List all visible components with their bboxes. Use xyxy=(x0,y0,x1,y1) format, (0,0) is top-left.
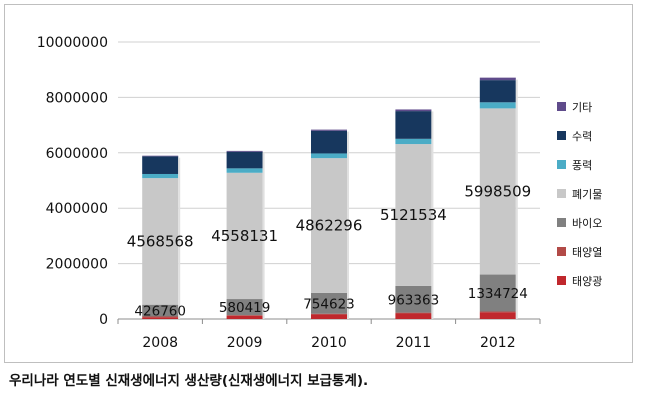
data-label: 5121534 xyxy=(380,206,447,224)
bar-segment xyxy=(479,80,516,103)
data-label: 754623 xyxy=(303,296,355,312)
bar-segment xyxy=(226,168,263,173)
chart-frame: 0 2000000 4000000 6000000 8000000 10000000 200… xyxy=(4,4,633,363)
bar-segment xyxy=(226,315,263,316)
bar-shadow xyxy=(262,152,265,319)
bar-segment xyxy=(395,138,432,145)
bar-shadow xyxy=(515,79,518,319)
legend-swatch xyxy=(557,102,566,111)
data-label: 4862296 xyxy=(296,216,363,234)
x-tick-label: 2009 xyxy=(227,335,263,351)
legend-swatch xyxy=(557,247,566,256)
legend-swatch xyxy=(557,276,566,285)
bar-segment xyxy=(142,316,179,318)
bar-segment xyxy=(226,150,263,152)
bar-segment xyxy=(395,312,432,314)
bar-segment xyxy=(395,285,432,313)
legend-label: 풍력 xyxy=(572,159,592,172)
axis-layer: 0 2000000 4000000 6000000 8000000 10000000 200… xyxy=(37,35,541,351)
bar-segment xyxy=(479,102,516,109)
x-tick-label: 2008 xyxy=(142,335,178,351)
bar-shadow xyxy=(431,111,434,319)
stacked-bar-chart: 0 2000000 4000000 6000000 8000000 10000000 200… xyxy=(37,35,603,351)
bar-layer xyxy=(142,77,518,319)
bar-segment xyxy=(311,292,347,314)
y-tick-label: 8000000 xyxy=(46,90,108,106)
bar-segment xyxy=(142,156,179,174)
x-tick-label: 2012 xyxy=(480,335,516,351)
bar-segment xyxy=(311,130,347,154)
legend-swatch xyxy=(557,218,566,227)
bar-segment xyxy=(311,158,347,293)
bar-shadow xyxy=(178,157,181,319)
legend-label: 폐기물 xyxy=(572,188,602,201)
label-layer: 4568568 4558131 4862296 5121534 5998509 42676… xyxy=(127,182,531,319)
bar-segment xyxy=(142,317,179,319)
legend-label: 태양광 xyxy=(572,275,602,288)
bar-segment xyxy=(311,153,347,159)
bar-segment xyxy=(226,151,263,169)
bar-segment xyxy=(311,313,347,315)
y-tick-label: 4000000 xyxy=(46,201,108,217)
data-label: 5998509 xyxy=(464,182,531,200)
y-tick-label: 6000000 xyxy=(46,146,108,162)
bar-segment xyxy=(142,178,179,305)
legend-swatch xyxy=(557,131,566,140)
data-label: 426760 xyxy=(134,304,186,320)
bar-segment xyxy=(479,274,516,312)
bar-segment xyxy=(226,172,263,300)
bar-segment xyxy=(479,312,516,319)
bar-segment xyxy=(479,108,516,275)
bar-segment xyxy=(479,311,516,313)
bar-segment xyxy=(395,144,432,286)
bar-segment xyxy=(395,109,432,112)
x-tick-label: 2011 xyxy=(396,335,432,351)
legend-swatch xyxy=(557,160,566,169)
bar-segment xyxy=(395,111,432,139)
legend-label: 기타 xyxy=(572,101,592,114)
data-label: 1334724 xyxy=(468,286,528,302)
data-label: 4558131 xyxy=(211,227,278,245)
bar-segment xyxy=(226,315,263,319)
bar-segment xyxy=(311,314,347,319)
data-label: 963363 xyxy=(388,292,440,308)
data-label: 4568568 xyxy=(127,232,194,250)
bar-segment xyxy=(142,173,179,179)
y-tick-label: 10000000 xyxy=(37,35,108,51)
figure-caption: 우리나라 연도별 신재생에너지 생산량(신재생에너지 보급통계). xyxy=(9,373,369,389)
bar-segment xyxy=(395,313,432,319)
bar-shadow xyxy=(347,131,349,319)
bar-segment xyxy=(142,155,179,157)
data-label: 580419 xyxy=(219,300,271,316)
bar-segment xyxy=(142,304,179,317)
bar-segment xyxy=(226,299,263,316)
bar-segment xyxy=(479,77,516,81)
legend-label: 수력 xyxy=(572,130,592,143)
legend-label: 바이오 xyxy=(572,217,602,230)
y-tick-label: 0 xyxy=(99,312,108,328)
x-tick-label: 2010 xyxy=(311,335,347,351)
legend-swatch xyxy=(557,189,566,198)
y-tick-label: 2000000 xyxy=(46,257,108,273)
bar-segment xyxy=(311,129,347,131)
legend-label: 태양열 xyxy=(572,246,602,259)
